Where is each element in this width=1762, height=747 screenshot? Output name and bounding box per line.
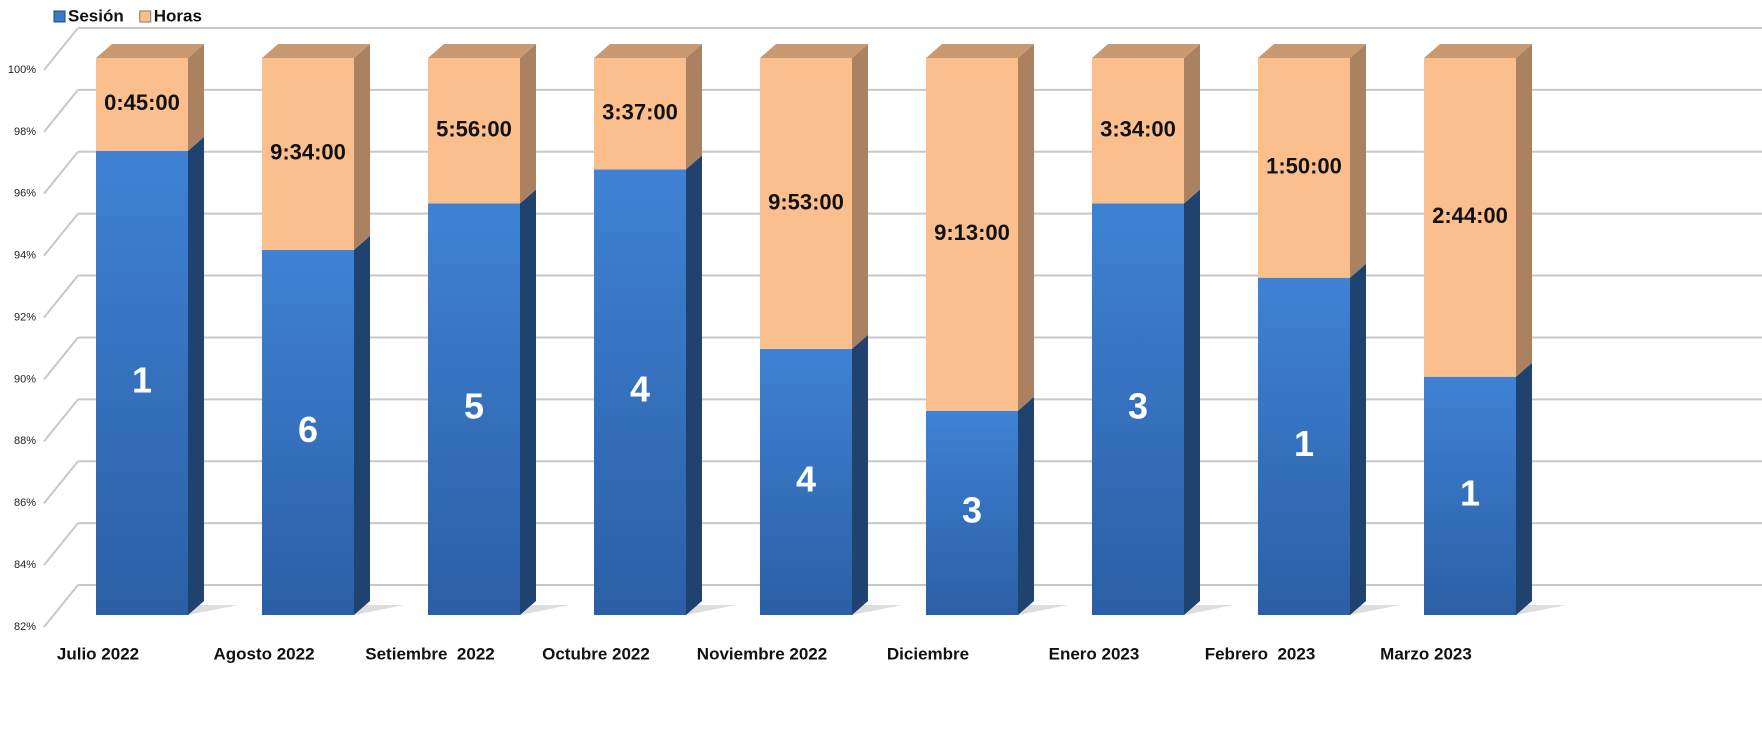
data-label: 4 — [630, 369, 650, 410]
y-tick-label: 96% — [14, 188, 36, 200]
bar-side — [188, 136, 204, 616]
legend-swatch — [139, 10, 152, 23]
grid-line-diagonal — [43, 336, 79, 381]
grid-line-diagonal — [43, 584, 79, 628]
grid-line-diagonal — [43, 522, 79, 566]
data-label: 2:44:00 — [1432, 203, 1508, 228]
grid-line-diagonal — [43, 274, 79, 319]
bar — [1092, 203, 1184, 615]
data-label: 9:13:00 — [934, 220, 1010, 245]
bar-side — [188, 44, 204, 151]
data-label: 3:37:00 — [602, 100, 678, 125]
grid-line-diagonal — [43, 398, 79, 442]
x-tick-label: Agosto 2022 — [213, 644, 314, 663]
y-tick-label: 88% — [14, 435, 36, 447]
bar-side — [1184, 44, 1200, 204]
bar-side — [1184, 189, 1200, 615]
bar — [262, 58, 354, 250]
bar — [926, 58, 1018, 411]
y-tick-label: 90% — [14, 373, 36, 385]
bar-top — [428, 44, 536, 58]
x-tick-label: Julio 2022 — [57, 644, 139, 663]
data-label: 5 — [464, 386, 484, 427]
bar-side — [354, 44, 370, 250]
bar-side — [354, 235, 370, 615]
y-tick-label: 86% — [14, 497, 36, 509]
bar-side — [686, 44, 702, 170]
y-tick-label: 94% — [14, 250, 36, 262]
x-tick-label: Octubre 2022 — [542, 644, 650, 663]
data-label: 9:53:00 — [768, 189, 844, 214]
bar — [1258, 58, 1350, 278]
bar-side — [520, 189, 536, 615]
data-label: 6 — [298, 409, 318, 450]
data-label: 3 — [962, 489, 982, 530]
grid-line-diagonal — [43, 151, 79, 195]
data-label: 3 — [1128, 386, 1148, 427]
bar — [594, 58, 686, 170]
bar — [428, 203, 520, 615]
bar — [1258, 277, 1350, 615]
legend-swatch — [53, 10, 66, 23]
y-tick-label: 84% — [14, 559, 36, 571]
bar-top — [1258, 44, 1366, 58]
y-tick-label: 82% — [14, 621, 36, 633]
data-label: 1:50:00 — [1266, 154, 1342, 179]
bar — [926, 410, 1018, 615]
bar — [760, 58, 852, 349]
data-label: 9:34:00 — [270, 140, 346, 165]
bar-top — [262, 44, 370, 58]
bar-side — [1516, 362, 1532, 615]
data-label: 3:34:00 — [1100, 117, 1176, 142]
data-label: 1 — [132, 359, 152, 400]
bar-top — [96, 44, 204, 58]
x-tick-label: Noviembre 2022 — [697, 644, 827, 663]
data-label: 1 — [1460, 472, 1480, 513]
bar — [96, 58, 188, 151]
bar — [760, 348, 852, 615]
x-tick-label: Setiembre 2022 — [365, 644, 494, 663]
grid-line-diagonal — [43, 89, 79, 133]
data-label: 0:45:00 — [104, 90, 180, 115]
bar — [262, 249, 354, 615]
bar-top — [1092, 44, 1200, 58]
data-label: 1 — [1294, 423, 1314, 464]
bar — [594, 169, 686, 615]
bar-side — [1018, 44, 1034, 411]
bar — [96, 150, 188, 616]
bar-side — [852, 44, 868, 349]
y-tick-label: 100% — [8, 64, 36, 76]
grid-line-diagonal — [43, 27, 79, 71]
x-tick-label: Diciembre — [887, 644, 969, 663]
bar-side — [520, 44, 536, 204]
data-label: 5:56:00 — [436, 117, 512, 142]
bar-side — [1350, 44, 1366, 278]
bar-side — [1516, 44, 1532, 377]
bar — [1092, 58, 1184, 204]
x-tick-label: Enero 2023 — [1049, 644, 1140, 663]
bar — [1424, 376, 1516, 615]
legend-label: Horas — [154, 6, 202, 25]
bar-top — [760, 44, 868, 58]
legend-label: Sesión — [68, 6, 124, 25]
bar-top — [1424, 44, 1532, 58]
x-tick-label: Marzo 2023 — [1380, 644, 1472, 663]
bar — [428, 58, 520, 204]
bar-side — [1018, 396, 1034, 615]
grid-line-diagonal — [43, 460, 79, 504]
bar-side — [1350, 263, 1366, 615]
bar-top — [926, 44, 1034, 58]
bar-top — [594, 44, 702, 58]
grid-line-diagonal — [43, 213, 79, 257]
bar-side — [852, 334, 868, 615]
bar-side — [686, 155, 702, 615]
data-label: 4 — [796, 458, 816, 499]
y-tick-label: 98% — [14, 126, 36, 138]
y-tick-label: 92% — [14, 311, 36, 323]
bar — [1424, 58, 1516, 377]
x-tick-label: Febrero 2023 — [1205, 644, 1316, 663]
